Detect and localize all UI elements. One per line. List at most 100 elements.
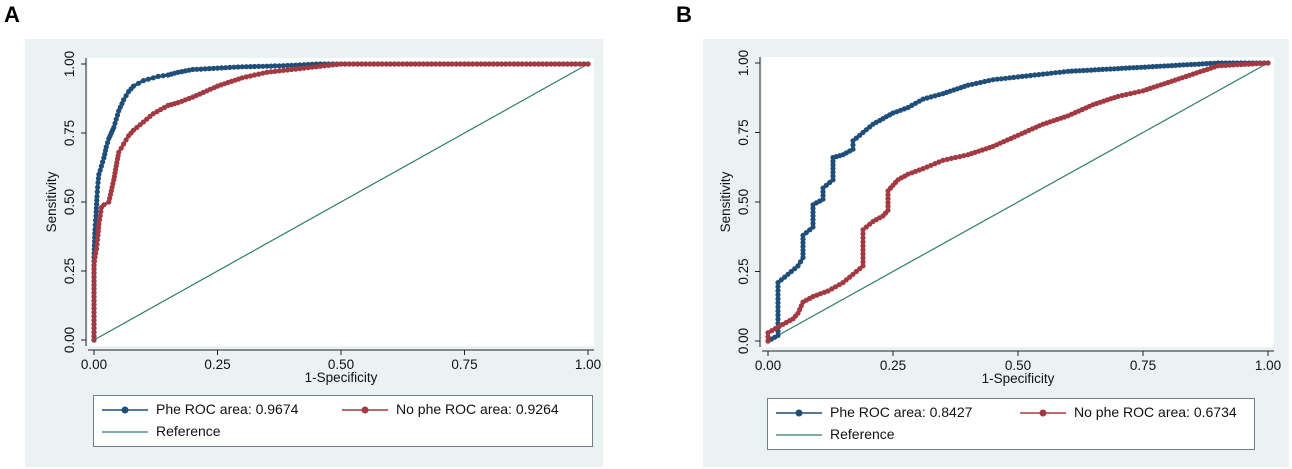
chart-b-series-point xyxy=(1257,60,1263,66)
chart-a-series-point xyxy=(91,294,97,300)
chart-b-series-point xyxy=(830,158,836,164)
chart-b-series-point xyxy=(1073,68,1079,74)
chart-a-series-point xyxy=(313,64,319,70)
chart-b-series-point xyxy=(1223,62,1229,68)
chart-a-series-point xyxy=(91,286,97,292)
chart-a-series-point xyxy=(272,68,278,74)
chart-a-series-point xyxy=(416,61,422,67)
chart-b-series-point xyxy=(1032,72,1038,78)
chart-a-y-tick-label: 0.50 xyxy=(62,189,77,215)
chart-b-series-point xyxy=(795,263,801,269)
chart-a-series-point xyxy=(330,62,336,68)
chart-a-series-point xyxy=(371,61,377,67)
chart-b-series-point xyxy=(810,220,816,226)
chart-a-series-point xyxy=(511,61,517,67)
chart-b-series-point xyxy=(944,156,950,162)
chart-b-series-point xyxy=(912,100,919,106)
chart-b-series-point xyxy=(1238,61,1244,68)
chart-a-series-point xyxy=(91,302,97,308)
legend-a-phe-label: Phe ROC area: 0.9674 xyxy=(156,401,299,417)
chart-b-series-point xyxy=(1132,90,1138,96)
chart-b-series-point xyxy=(885,203,891,209)
chart-b-series-point xyxy=(1052,70,1059,76)
chart-a-series-point xyxy=(93,205,99,211)
chart-a-series-point xyxy=(91,258,98,264)
chart-b-series-point xyxy=(772,325,779,332)
chart-a-series-point xyxy=(581,61,587,67)
chart-b-series-point xyxy=(1040,71,1046,77)
panel-b-letter: B xyxy=(676,2,692,27)
chart-a-series-point xyxy=(408,61,414,67)
chart-a-reference-line xyxy=(93,63,589,341)
chart-b-series-point xyxy=(820,196,826,202)
chart-a-series-point xyxy=(293,66,299,72)
chart-b-series-point xyxy=(1069,68,1075,74)
chart-a-series-point xyxy=(317,63,323,69)
chart-a-series-point xyxy=(552,61,558,67)
chart-a-series-point xyxy=(412,61,418,67)
chart-b-series-point xyxy=(1184,62,1190,68)
chart-a-series-nophe xyxy=(91,61,591,343)
chart-a-series-point xyxy=(247,64,253,70)
chart-b-series-point xyxy=(820,189,826,195)
chart-b-series-point xyxy=(860,231,866,237)
chart-b-series-point xyxy=(1115,66,1121,72)
chart-a-series-point xyxy=(515,61,521,67)
chart-a-series-point xyxy=(297,66,303,72)
chart-a-y-tick-label: 1.00 xyxy=(62,51,77,77)
chart-b-series-point xyxy=(1196,61,1202,67)
chart-b-series-point xyxy=(800,251,806,257)
chart-a-series-point xyxy=(573,61,579,67)
chart-b-series-point xyxy=(1188,61,1194,68)
chart-a-series-point xyxy=(420,61,426,67)
chart-a-series-point xyxy=(523,61,529,67)
chart-a-series-point xyxy=(160,73,166,79)
chart-b-series-point xyxy=(1261,60,1267,66)
chart-a-y-tick-label: 0.75 xyxy=(62,120,77,146)
chart-b-series-point xyxy=(928,94,934,100)
chart-b-series-point xyxy=(1134,64,1140,71)
chart-a-x-tick-label: 0.00 xyxy=(81,357,107,372)
chart-a-series-point xyxy=(342,61,348,67)
chart-a-series-point xyxy=(536,61,542,67)
chart-a-x-tick-label: 0.25 xyxy=(204,357,230,372)
chart-b-series-point xyxy=(982,78,988,85)
chart-b-series-point xyxy=(936,159,942,165)
chart-a-series-point xyxy=(91,325,97,331)
chart-a-series-point xyxy=(93,213,99,219)
chart-b-series-point xyxy=(810,217,816,223)
chart-a-series-point xyxy=(114,112,121,118)
chart-b-series-point xyxy=(885,200,891,206)
chart-a-series-point xyxy=(334,61,340,68)
chart-a-series-point xyxy=(251,63,258,70)
chart-a-series-point xyxy=(400,61,406,67)
chart-b-series-point xyxy=(961,153,967,159)
chart-b-series-point xyxy=(986,78,992,84)
chart-b-series-nophe xyxy=(765,60,1271,344)
chart-a-series-point xyxy=(276,63,282,69)
chart-b-series-point xyxy=(860,259,866,265)
chart-b-x-tick-label: 0.50 xyxy=(1005,358,1031,373)
legend-b-reference-label: Reference xyxy=(830,426,895,442)
chart-a-series-point xyxy=(91,262,97,269)
chart-a-y-tick-label: 0.25 xyxy=(62,258,77,284)
chart-a-series-point xyxy=(482,61,488,67)
chart-b-series-point xyxy=(1019,73,1025,79)
chart-b-series-point xyxy=(775,312,781,318)
chart-b-series-point xyxy=(860,235,866,241)
chart-b-series-point xyxy=(932,161,938,167)
legend-a-reference-symbol xyxy=(102,431,148,433)
chart-b-series-point xyxy=(948,155,954,161)
chart-a-series-point xyxy=(585,61,591,67)
chart-a-series-point xyxy=(130,83,137,89)
chart-a-series-point xyxy=(112,120,118,126)
chart-b-series-point xyxy=(1176,62,1183,68)
legend-b-nophe-label: No phe ROC area: 0.6734 xyxy=(1074,404,1237,420)
chart-b-series-point xyxy=(1096,67,1102,73)
chart-b-series-point xyxy=(775,316,781,322)
chart-b-series-point xyxy=(969,81,975,87)
chart-a-series-point xyxy=(206,66,212,72)
chart-b-series-point xyxy=(920,166,926,172)
chart-a-series-point xyxy=(474,61,480,67)
chart-a-series-point xyxy=(359,61,365,67)
